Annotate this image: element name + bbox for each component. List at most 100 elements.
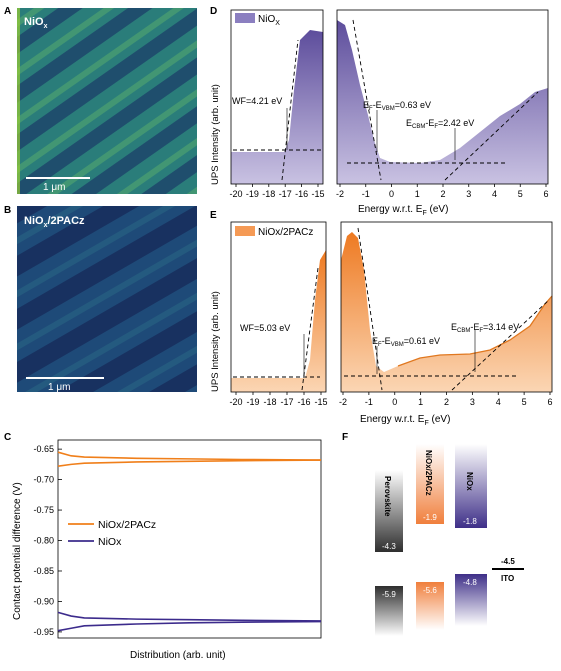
d-right-tick-label: -1 xyxy=(362,189,370,199)
ups-d-right-fill xyxy=(337,20,548,184)
e-left-ticks: -20 -19 -18 -17 -16 -15 xyxy=(229,392,328,407)
afm-map-nio xyxy=(17,8,197,194)
legend-label-nio: NiOX xyxy=(258,14,280,27)
legend-swatch-nio xyxy=(235,13,255,23)
afm-map-nio-2pacz xyxy=(17,206,197,392)
d-right-tick-label: 4 xyxy=(492,189,497,199)
e-right-tick-label: 2 xyxy=(444,397,449,407)
e-left-tick-label: -16 xyxy=(297,397,310,407)
d-left-tick-label: -20 xyxy=(229,189,242,199)
e-left-tick-label: -15 xyxy=(314,397,327,407)
d-left-tick-label: -17 xyxy=(279,189,292,199)
c-ytick-label: -0.90 xyxy=(33,596,54,606)
panel-a-title: NiOx xyxy=(24,16,48,30)
perovskite-cb-bar xyxy=(375,470,403,552)
c-series-line xyxy=(57,620,322,632)
c-ytick-label: -0.70 xyxy=(33,475,54,485)
d-right-tick-label: 5 xyxy=(518,189,523,199)
e-right-tick-label: 1 xyxy=(418,397,423,407)
nio-2pacz-cb-value: -1.9 xyxy=(423,513,437,522)
d-right-tick-label: 3 xyxy=(466,189,471,199)
e-left-tick-label: -20 xyxy=(229,397,242,407)
wf-label-e: WF=5.03 eV xyxy=(240,323,290,333)
perovskite-cb-value: -4.3 xyxy=(382,542,396,551)
nio-vb-bar xyxy=(455,574,487,626)
legend-text-nio: NiOx xyxy=(98,536,122,548)
panel-d-xlabel: Energy w.r.t. EF (eV) xyxy=(358,204,448,217)
legend-label-nio-2pacz: NiOx/2PACz xyxy=(258,227,313,238)
panel-c-letter: C xyxy=(4,432,11,443)
ups-e-left-axes xyxy=(230,221,327,393)
ups-d-left-fill xyxy=(231,30,323,184)
c-ytick-label: -0.75 xyxy=(33,505,54,515)
panel-a: A NiOx 1 μm xyxy=(4,6,197,194)
c-ytick-label: -0.80 xyxy=(33,536,54,546)
panel-e-ylabel: UPS Intensity (arb. unit) xyxy=(210,291,221,392)
ups-e-left-fill xyxy=(231,250,326,392)
panel-f-letter: F xyxy=(342,432,348,443)
panel-b: B NiOx/2PACz 1 μm xyxy=(4,205,197,393)
scale-bar-a-label: 1 μm xyxy=(43,182,65,193)
panel-c-axes xyxy=(57,439,322,639)
d-left-ticks: -20 -19 -18 -17 -16 -15 xyxy=(229,184,325,199)
d-right-tick-label: 6 xyxy=(543,189,548,199)
panel-d-ylabel: UPS Intensity (arb. unit) xyxy=(210,84,221,185)
scale-bar-b-label: 1 μm xyxy=(48,382,70,393)
c-series-line xyxy=(57,451,322,461)
e-right-ticks: -2 -1 0 1 2 3 4 5 6 xyxy=(339,392,553,407)
nio-cb-bar xyxy=(455,444,487,528)
ups-d-right-axes xyxy=(336,9,549,185)
panel-c-ylabel: Contact potential difference (V) xyxy=(12,482,23,620)
vbm-label-d: EF-EVBM=0.63 eV xyxy=(363,100,431,112)
ito-value: -4.5 xyxy=(501,557,515,566)
c-ytick-label: -0.65 xyxy=(33,444,54,454)
d-right-tick-label: 0 xyxy=(389,189,394,199)
nio-2pacz-vb-bar xyxy=(416,582,444,630)
cbm-label-e: ECBM-EF=3.14 eV xyxy=(451,322,519,334)
d-left-tick-label: -15 xyxy=(311,189,324,199)
e-left-tick-label: -18 xyxy=(263,397,276,407)
panel-b-title: NiOx/2PACz xyxy=(24,215,85,229)
panel-c-xlabel: Distribution (arb. unit) xyxy=(130,650,226,661)
d-left-tick-label: -18 xyxy=(262,189,275,199)
nio-2pacz-cb-bar xyxy=(416,444,444,524)
e-right-tick-label: 3 xyxy=(470,397,475,407)
e-left-tick-label: -17 xyxy=(280,397,293,407)
ups-d-left-axes xyxy=(230,9,324,185)
c-series-line xyxy=(57,611,322,622)
panel-a-letter: A xyxy=(4,6,11,17)
e-right-tick-label: 5 xyxy=(522,397,527,407)
wf-label-d: WF=4.21 eV xyxy=(232,96,282,106)
legend-swatch-nio-2pacz xyxy=(235,226,255,236)
vbm-label-e: EF-EVBM=0.61 eV xyxy=(372,336,440,348)
perovskite-vb-value: -5.9 xyxy=(382,590,396,599)
c-yticks: -0.65 -0.70 -0.75 -0.80 -0.85 -0.90 -0.95 xyxy=(33,444,62,637)
nio-2pacz-name: NiOx/2PACz xyxy=(424,450,433,496)
perovskite-vb-bar xyxy=(375,586,403,636)
d-right-ticks: -2 -1 0 1 2 3 4 5 6 xyxy=(336,184,549,199)
panel-c: C Contact potential difference (V) -0.65… xyxy=(4,432,322,661)
e-right-tick-label: 0 xyxy=(392,397,397,407)
panel-e-letter: E xyxy=(210,210,217,221)
d-left-tick-label: -19 xyxy=(246,189,259,199)
panel-d-letter: D xyxy=(210,6,217,17)
afm-map-edge xyxy=(17,8,20,194)
cbm-label-d: ECBM-EF=2.42 eV xyxy=(406,118,474,130)
nio-cb-value: -1.8 xyxy=(463,517,477,526)
ups-e-right-fill xyxy=(341,232,552,392)
d-right-tick-label: 2 xyxy=(440,189,445,199)
e-right-tick-label: -1 xyxy=(365,397,373,407)
ito-name: ITO xyxy=(501,574,514,583)
d-right-tick-label: -2 xyxy=(336,189,344,199)
ups-e-right-noise xyxy=(397,295,553,367)
nio-2pacz-vb-value: -5.6 xyxy=(423,586,437,595)
c-series-line xyxy=(57,459,322,467)
legend-text-nio-2pacz: NiOx/2PACz xyxy=(98,519,156,531)
perovskite-name: Perovskite xyxy=(383,476,392,517)
e-right-tick-label: 6 xyxy=(547,397,552,407)
d-left-tick-label: -16 xyxy=(295,189,308,199)
nio-name: NiOx xyxy=(465,472,474,491)
e-right-tick-label: 4 xyxy=(496,397,501,407)
panel-e-xlabel: Energy w.r.t. EF (eV) xyxy=(360,414,450,427)
d-right-tick-label: 1 xyxy=(415,189,420,199)
